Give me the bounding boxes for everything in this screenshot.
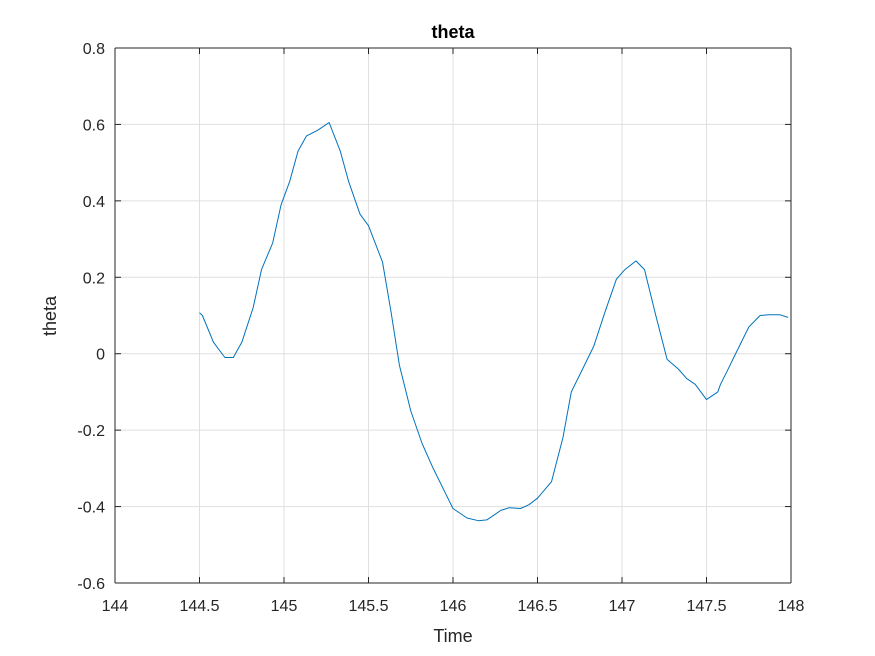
y-axis-label: theta [40,295,60,336]
y-tick-label: -0.4 [77,500,105,517]
x-tick-label: 145.5 [348,598,388,615]
series-layer [199,122,789,522]
y-tick-label: 0.6 [83,117,105,134]
y-tick-label: 0.2 [83,270,105,287]
x-tick-label: 144.5 [179,598,219,615]
y-tick-label: 0.4 [83,194,105,211]
y-tick-label: -0.6 [77,576,105,593]
x-axis-label: Time [433,626,472,646]
series-line [199,122,789,522]
y-tick-label: 0.8 [83,41,105,58]
x-tick-label: 146.5 [517,598,557,615]
x-tick-label: 146 [440,598,467,615]
tick-labels: 144 144.5 145 145.5 146 146.5 147 147.5 148 -0.6 -… [77,41,804,615]
x-tick-label: 144 [102,598,129,615]
x-tick-label: 147 [609,598,636,615]
y-tick-label: 0 [96,347,105,364]
x-tick-label: 148 [778,598,805,615]
x-tick-label: 145 [271,598,298,615]
grid-lines [115,48,791,583]
chart-title: theta [431,22,475,42]
x-tick-label: 147.5 [686,598,726,615]
y-tick-label: -0.2 [77,423,105,440]
axes [114,47,792,584]
